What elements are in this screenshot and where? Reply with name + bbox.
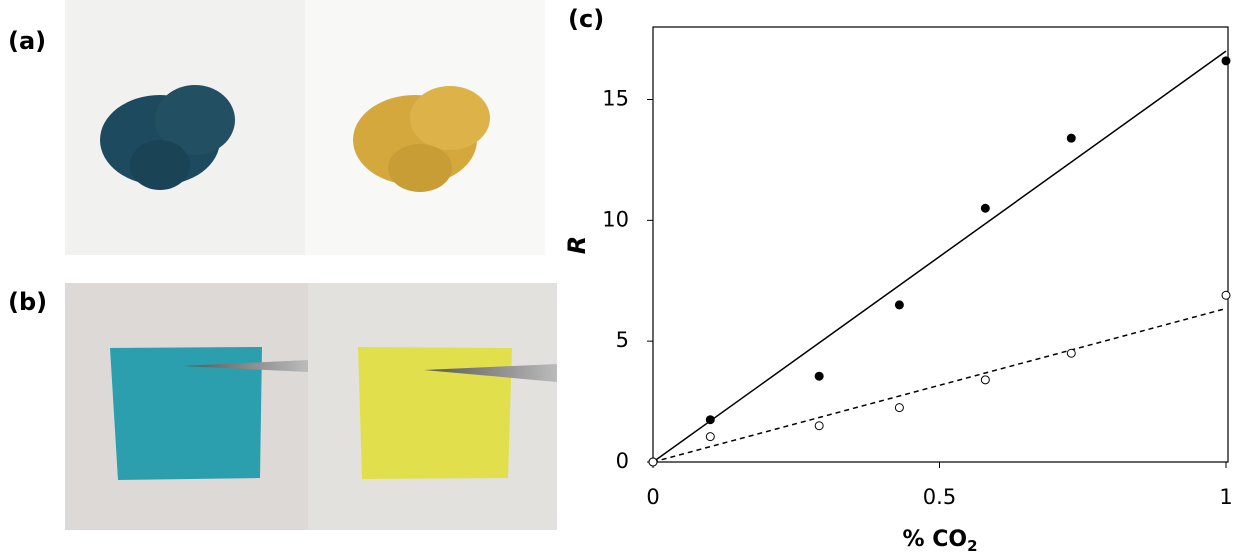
y-tick-label: 0 (616, 449, 629, 473)
x-tick-label: 0 (646, 485, 659, 509)
x-tick-label: 1 (1219, 485, 1232, 509)
data-point (706, 433, 714, 441)
x-axis-label: % CO2 (903, 527, 978, 554)
fit-line (653, 309, 1226, 462)
figure: (a) (b) (c) R % CO2 0 5 10 15 0 0.5 1 (0, 0, 1233, 554)
fit-line (653, 51, 1226, 462)
x-axis-label-main: % CO (903, 527, 968, 552)
data-point (1222, 57, 1230, 65)
y-tick-label: 15 (602, 87, 629, 111)
data-point (1067, 134, 1075, 142)
y-tick-label: 5 (616, 328, 629, 352)
data-point (981, 204, 989, 212)
photo-a (65, 0, 545, 255)
plot-frame (653, 27, 1228, 462)
panel-label: (b) (8, 288, 47, 316)
y-tick-label: 10 (602, 207, 629, 231)
y-axis-label: R (563, 236, 591, 254)
data-point (895, 301, 903, 309)
data-point (649, 458, 657, 466)
data-point (815, 372, 823, 380)
photo-b (65, 283, 557, 530)
data-point (815, 422, 823, 430)
data-point (706, 416, 714, 424)
data-point (1067, 349, 1075, 357)
panel-label: (c) (568, 5, 604, 33)
data-point (1222, 291, 1230, 299)
x-tick-label: 0.5 (923, 485, 956, 509)
data-point (981, 376, 989, 384)
x-axis-label-sub: 2 (967, 537, 977, 554)
panel-label: (a) (8, 27, 46, 55)
data-point (895, 404, 903, 412)
